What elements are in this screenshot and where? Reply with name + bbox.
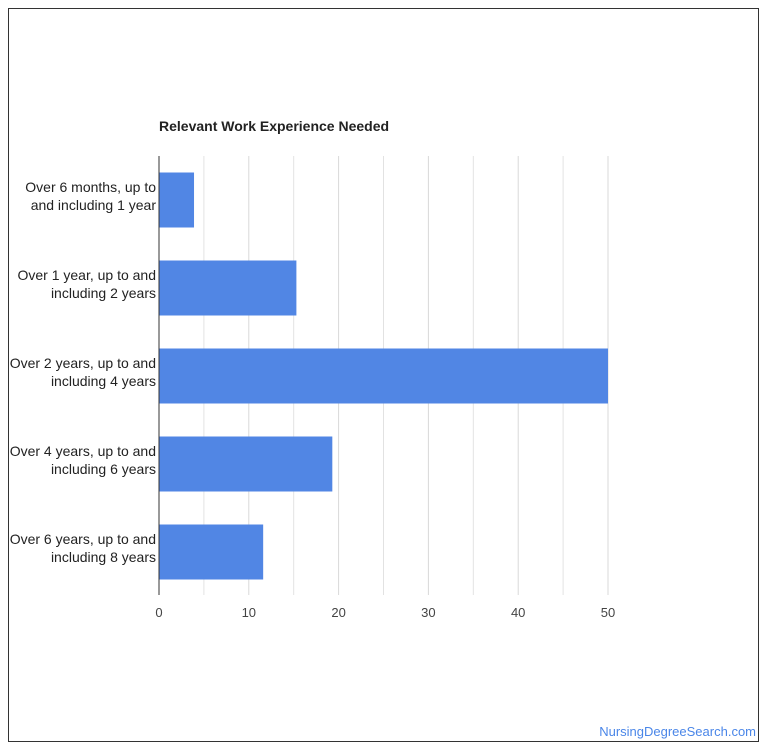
- x-tick-label: 30: [421, 605, 435, 620]
- x-tick-label: 40: [511, 605, 525, 620]
- watermark[interactable]: NursingDegreeSearch.com: [599, 724, 756, 739]
- x-tick-label: 10: [242, 605, 256, 620]
- x-tick-label: 0: [155, 605, 162, 620]
- bar: [159, 260, 297, 316]
- bar: [159, 436, 333, 492]
- x-tick-label: 20: [331, 605, 345, 620]
- category-labels: Over 6 months, up to and including 1 year…: [10, 179, 157, 565]
- category-label: Over 4 years, up to and including 6 years: [10, 443, 156, 477]
- category-label: Over 1 year, up to and including 2 years: [17, 267, 156, 301]
- x-tick-labels: 0 10 20 30 40 50: [155, 605, 615, 620]
- bar: [159, 524, 264, 580]
- bars: [159, 172, 608, 580]
- chart-title: Relevant Work Experience Needed: [159, 118, 390, 134]
- category-label: Over 6 months, up to and including 1 year: [25, 179, 156, 213]
- category-label: Over 6 years, up to and including 8 years: [10, 531, 156, 565]
- x-tick-label: 50: [601, 605, 615, 620]
- category-label: Over 2 years, up to and including 4 years: [10, 355, 156, 389]
- bar: [159, 348, 608, 404]
- bar: [159, 172, 195, 228]
